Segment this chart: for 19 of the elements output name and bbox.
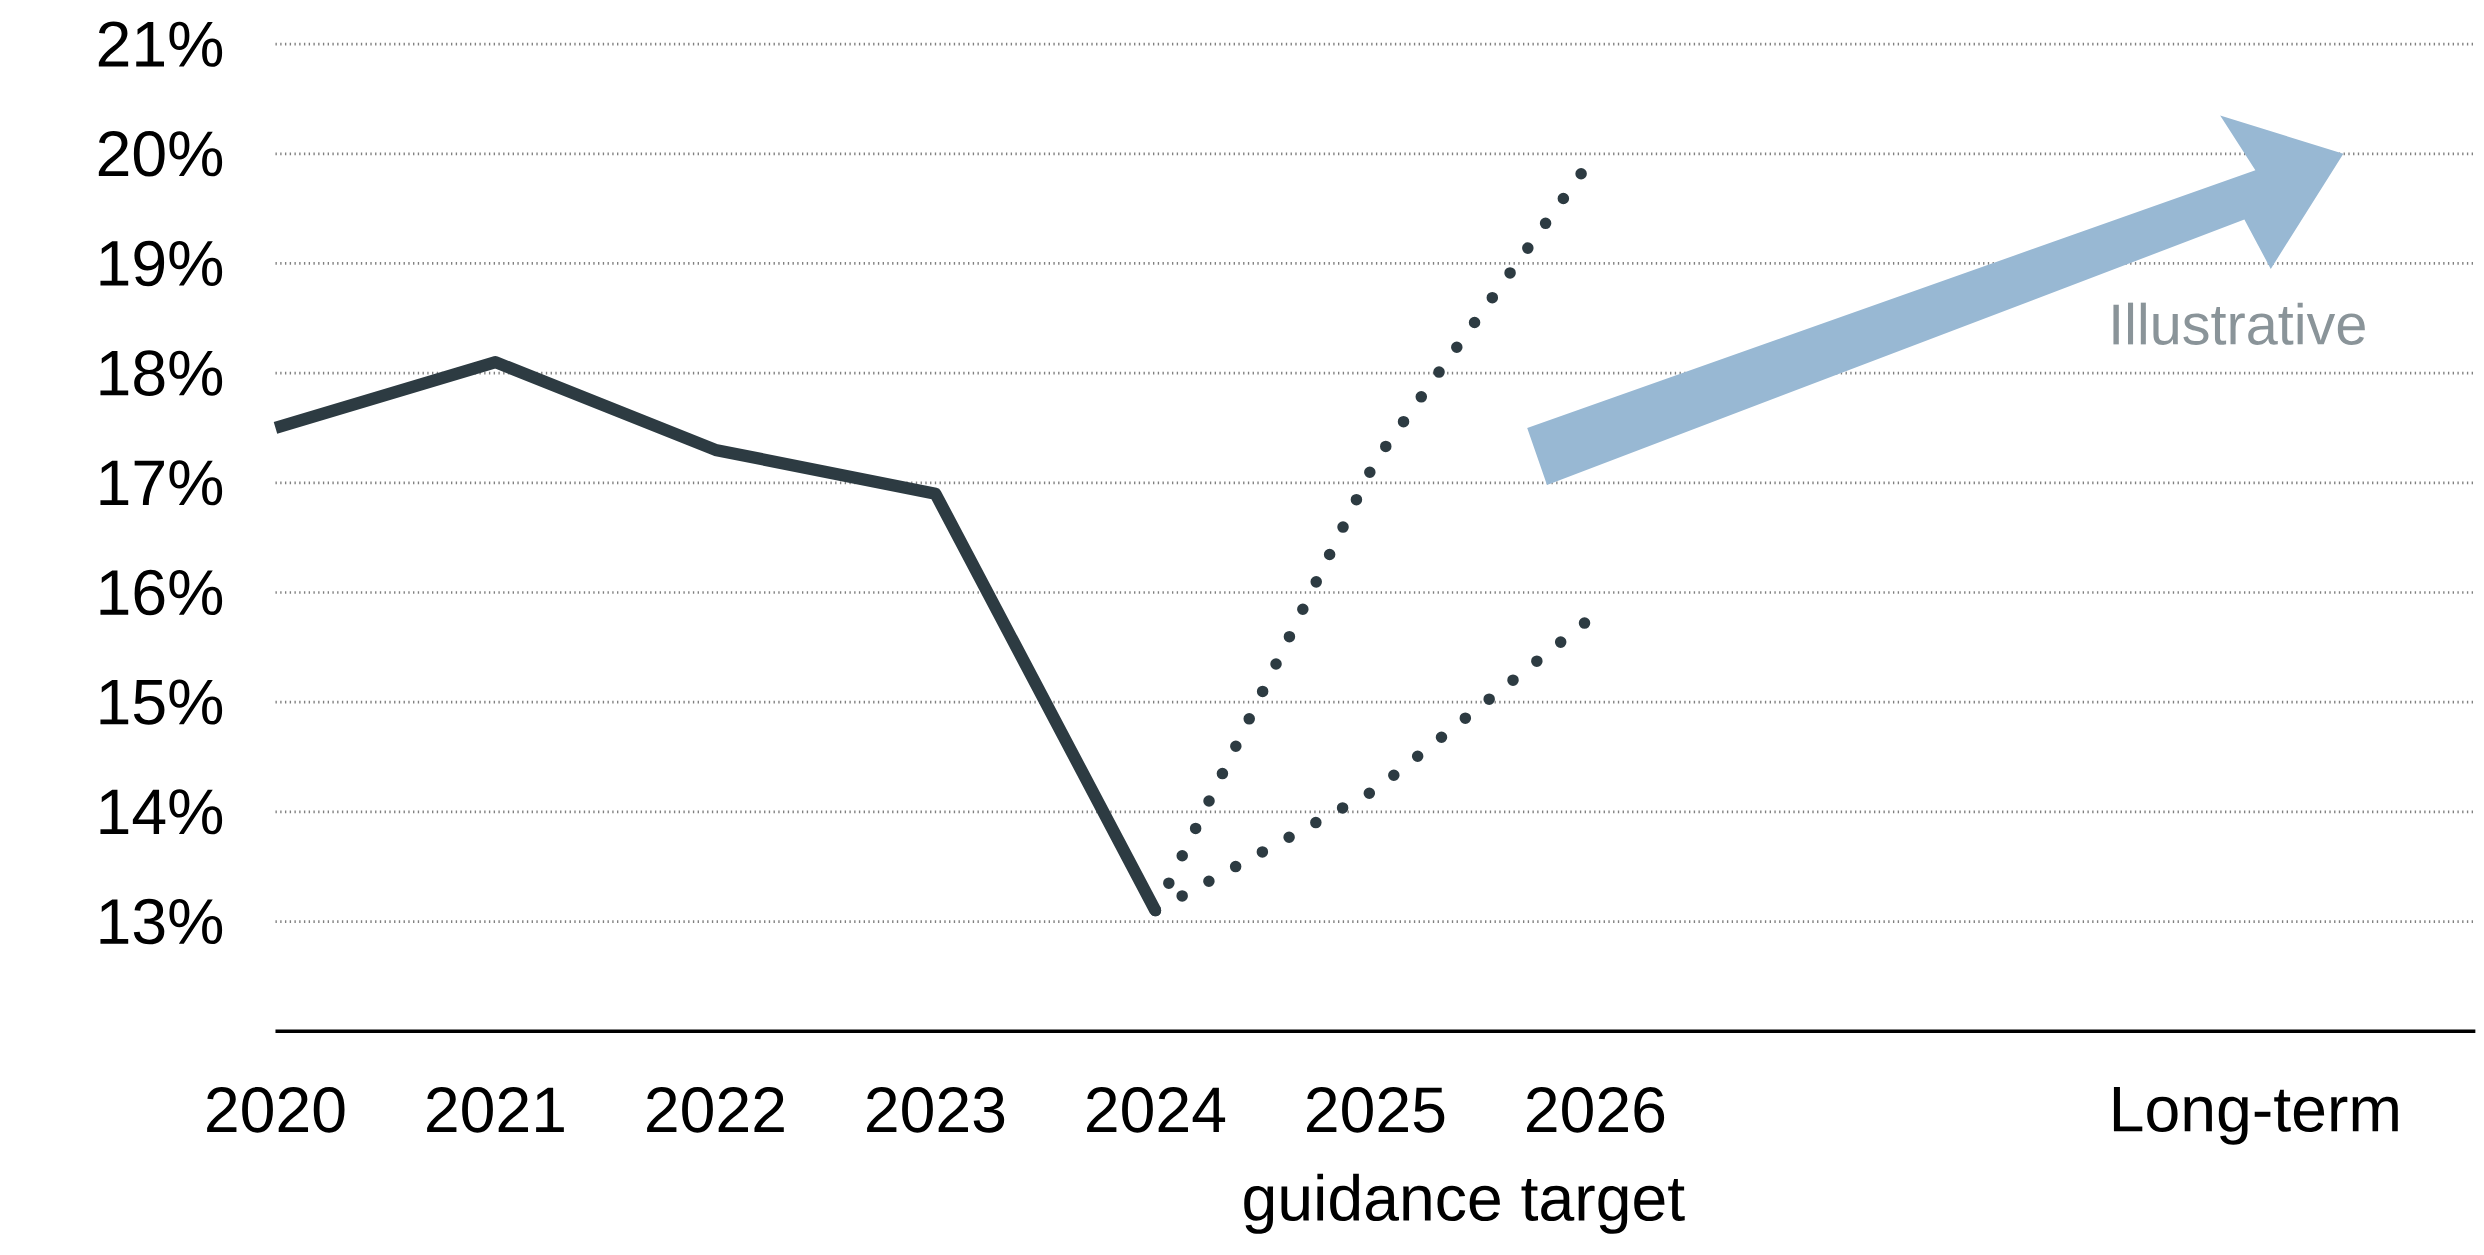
text: guidance target [1244, 1173, 1685, 1234]
y-tick-label: 17% [100, 460, 223, 506]
y-tick-label: 14% [100, 789, 223, 835]
y-tick-label: 13% [100, 898, 223, 945]
y-tick-label: 15% [100, 679, 223, 725]
y-tick-label: 21% [98, 21, 223, 67]
y-tick-label: 20% [98, 130, 223, 177]
x-tick-label: 2020 [207, 1086, 345, 1133]
x-tick-label: 2023 [867, 1086, 1005, 1133]
y-tick-label: 16% [100, 569, 223, 616]
x-tick-label: 2022 [647, 1086, 784, 1133]
y-tick-label: 19% [100, 240, 223, 287]
x-tick-label: 2021 [427, 1086, 564, 1133]
y-tick-label: 18% [100, 350, 223, 396]
annotation: Illustrative [2113, 302, 2365, 345]
x-tick-label: 2025 [1307, 1086, 1445, 1133]
x-tick-label: 2024 [1087, 1086, 1226, 1133]
x-tick-label: 2026 [1527, 1086, 1665, 1133]
x-tick-label: Long-term [2113, 1086, 2398, 1145]
